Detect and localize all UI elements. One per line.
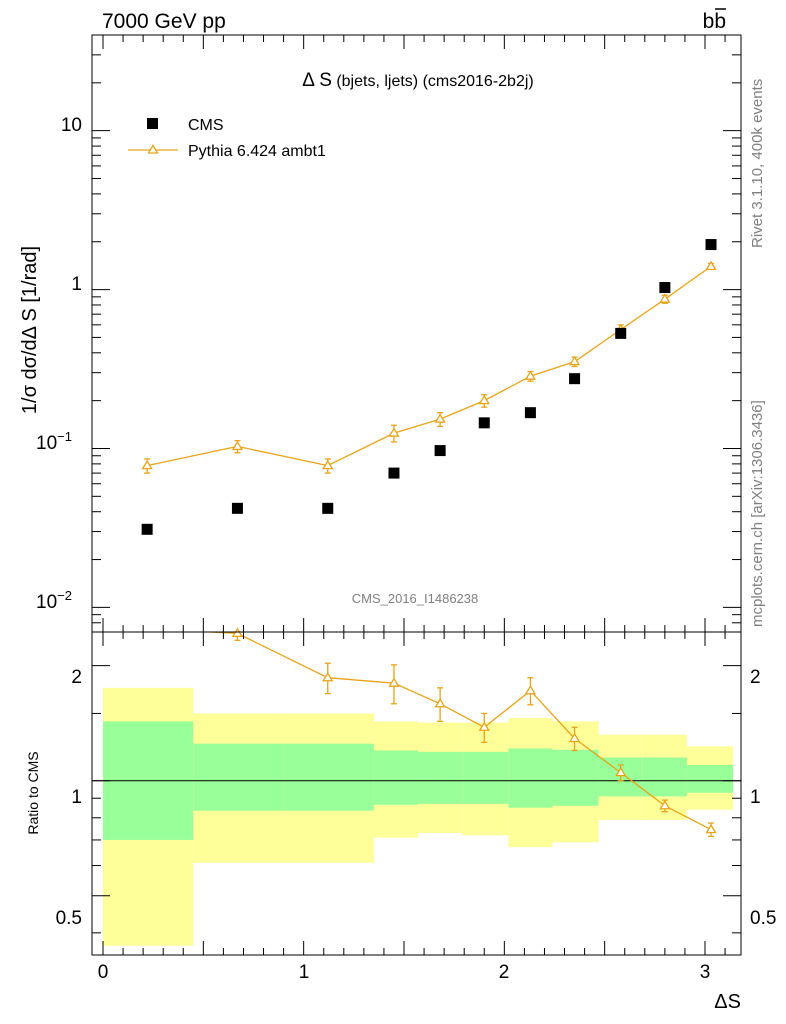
mc-point: [705, 260, 717, 271]
x-tick-2: 2: [499, 962, 510, 983]
mc-point: [568, 355, 581, 366]
mc-point: [231, 440, 244, 451]
cms-point: [705, 239, 717, 251]
y-tick-base-0p01: 10: [36, 592, 57, 613]
ratio-point: [568, 732, 581, 743]
band-inner: [508, 748, 553, 808]
analysis-watermark: CMS_2016_I1486238: [352, 591, 479, 606]
y-tick-exp-0p01: −2: [57, 588, 72, 603]
mc-line: [146, 265, 712, 467]
ratio-ticks: [92, 632, 741, 955]
band-inner: [283, 743, 374, 811]
ratio-y-tick-1: 1: [71, 787, 82, 808]
mc-point: [478, 394, 490, 405]
band-inner: [686, 764, 734, 793]
mc-point: [434, 413, 446, 423]
side-text-rivet: Rivet 3.1.10, 400k events: [749, 79, 766, 248]
band-inner: [552, 749, 599, 806]
ratio-y-tick-2-right: 2: [750, 667, 761, 688]
chart-title: Δ S (bjets, ljets) (cms2016-2b2j): [302, 70, 533, 91]
mc-point: [388, 427, 400, 437]
ratio-frame: [91, 631, 742, 956]
legend-mc-label: Pythia 6.424 ambt1: [188, 143, 326, 160]
header-left: 7000 GeV pp: [102, 10, 226, 33]
legend-cms-label: CMS: [188, 117, 224, 134]
cms-point: [231, 502, 243, 514]
ratio-panel: 2 1 0.5 2 1 0.5 Ratio to CMS 0 1 2 3 ΔS: [25, 627, 776, 1013]
ratio-y-tick-2: 2: [71, 667, 82, 688]
cms-point: [141, 523, 153, 535]
mc-point: [659, 293, 671, 303]
x-tick-0: 0: [98, 962, 109, 983]
y-tick-label-0p01: 10−2: [36, 588, 72, 613]
x-axis-label: ΔS: [714, 991, 741, 1013]
svg-text:bb: bb: [703, 10, 726, 33]
y-tick-label-0p1: 10−1: [36, 429, 72, 454]
y-tick-exp-0p1: −1: [57, 429, 72, 444]
main-ticks: [92, 34, 741, 633]
y-axis-label: 1/σ dσ/dΔ S [1/rad]: [19, 246, 41, 414]
mc-point: [141, 459, 153, 470]
side-text-mcplots: mcplots.cern.ch [arXiv:1306.3436]: [749, 400, 766, 627]
mc-point: [322, 459, 334, 470]
header-right-bar: b: [714, 10, 726, 33]
ratio-point: [659, 800, 671, 810]
legend: CMS Pythia 6.424 ambt1: [128, 117, 326, 160]
cms-point: [388, 467, 400, 479]
y-tick-label-10: 10: [61, 115, 82, 136]
ratio-point: [705, 823, 717, 834]
main-marks: [141, 239, 717, 535]
header-right: bb: [703, 8, 726, 33]
ratio-marks: [92, 627, 741, 838]
x-tick-3: 3: [700, 962, 711, 983]
ratio-point: [478, 721, 490, 731]
legend-mc-marker: [147, 144, 159, 154]
cms-point: [569, 373, 581, 385]
band-inner: [418, 751, 463, 804]
ratio-y-axis-label: Ratio to CMS: [25, 751, 41, 834]
cms-point: [615, 327, 627, 339]
ratio-y-tick-1-right: 1: [750, 787, 761, 808]
chart-title-detail: (bjets, ljets) (cms2016-2b2j): [336, 73, 533, 90]
ratio-point: [434, 698, 446, 708]
band-inner: [193, 743, 284, 811]
x-tick-1: 1: [299, 962, 310, 983]
y-tick-label-1: 1: [71, 274, 82, 295]
mc-point: [524, 370, 537, 380]
ratio-point: [524, 684, 537, 695]
ratio-bands: [103, 687, 734, 946]
cms-point: [322, 502, 334, 514]
chart-title-main: Δ S: [302, 70, 332, 91]
ratio-point: [322, 671, 334, 682]
y-tick-base-0p1: 10: [36, 433, 57, 454]
ratio-y-tick-0p5: 0.5: [56, 908, 82, 929]
band-inner: [642, 757, 687, 797]
legend-cms-marker: [147, 118, 158, 129]
ratio-y-tick-0p5-right: 0.5: [750, 908, 776, 929]
band-inner: [373, 750, 419, 805]
cms-point: [478, 417, 490, 429]
ratio-point: [615, 766, 627, 777]
cms-point: [659, 282, 671, 294]
ratio-point: [388, 677, 400, 687]
cms-point: [434, 445, 446, 457]
band-inner: [462, 751, 509, 804]
header-right-base: b: [703, 10, 715, 33]
ratio-point: [231, 627, 244, 638]
main-panel: 10 1 10−1 10−2 1/σ dσ/dΔ S [1/rad] Δ S (…: [19, 34, 742, 633]
cms-point: [524, 407, 536, 419]
